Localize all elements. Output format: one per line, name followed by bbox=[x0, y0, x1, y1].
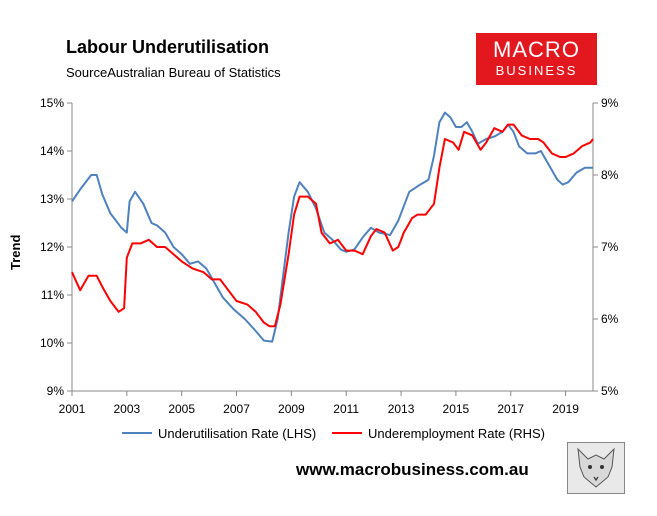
logo-line-2: BUSINESS bbox=[495, 63, 578, 78]
legend-label-2: Underemployment Rate (RHS) bbox=[368, 426, 545, 441]
y-left-tick-label: 14% bbox=[40, 144, 64, 158]
chart-title: Labour Underutilisation bbox=[66, 37, 270, 57]
y-right-tick-label: 6% bbox=[601, 312, 619, 326]
x-tick-label: 2005 bbox=[168, 402, 195, 416]
x-tick-label: 2017 bbox=[497, 402, 524, 416]
x-tick-label: 2007 bbox=[223, 402, 250, 416]
y-left-tick-label: 9% bbox=[47, 384, 65, 398]
y-axis-label: Trend bbox=[8, 234, 23, 270]
legend-label-1: Underutilisation Rate (LHS) bbox=[158, 426, 316, 441]
x-tick-label: 2013 bbox=[388, 402, 415, 416]
y-right-tick-label: 9% bbox=[601, 96, 619, 110]
y-left-tick-label: 11% bbox=[41, 288, 64, 302]
macro-business-logo: MACRO BUSINESS bbox=[476, 33, 597, 85]
x-tick-label: 2003 bbox=[113, 402, 140, 416]
chart-source: SourceAustralian Bureau of Statistics bbox=[66, 65, 281, 80]
y-right-tick-label: 5% bbox=[601, 384, 619, 398]
y-right-tick-label: 7% bbox=[601, 240, 619, 254]
footer-url: www.macrobusiness.com.au bbox=[296, 460, 529, 479]
x-tick-label: 2019 bbox=[552, 402, 579, 416]
series-line-1 bbox=[71, 111, 593, 343]
logo-line-1: MACRO bbox=[493, 37, 580, 62]
y-right-tick-label: 8% bbox=[601, 168, 619, 182]
x-tick-label: 2009 bbox=[278, 402, 305, 416]
fox-sketch-icon bbox=[567, 442, 625, 494]
y-left-tick-label: 10% bbox=[40, 336, 64, 350]
series-line-2 bbox=[71, 123, 594, 328]
y-left-tick-label: 13% bbox=[40, 192, 64, 206]
y-left-tick-label: 12% bbox=[40, 240, 64, 254]
x-tick-label: 2001 bbox=[59, 402, 86, 416]
x-tick-label: 2015 bbox=[443, 402, 470, 416]
y-left-tick-label: 15% bbox=[40, 96, 64, 110]
x-tick-label: 2011 bbox=[333, 402, 359, 416]
